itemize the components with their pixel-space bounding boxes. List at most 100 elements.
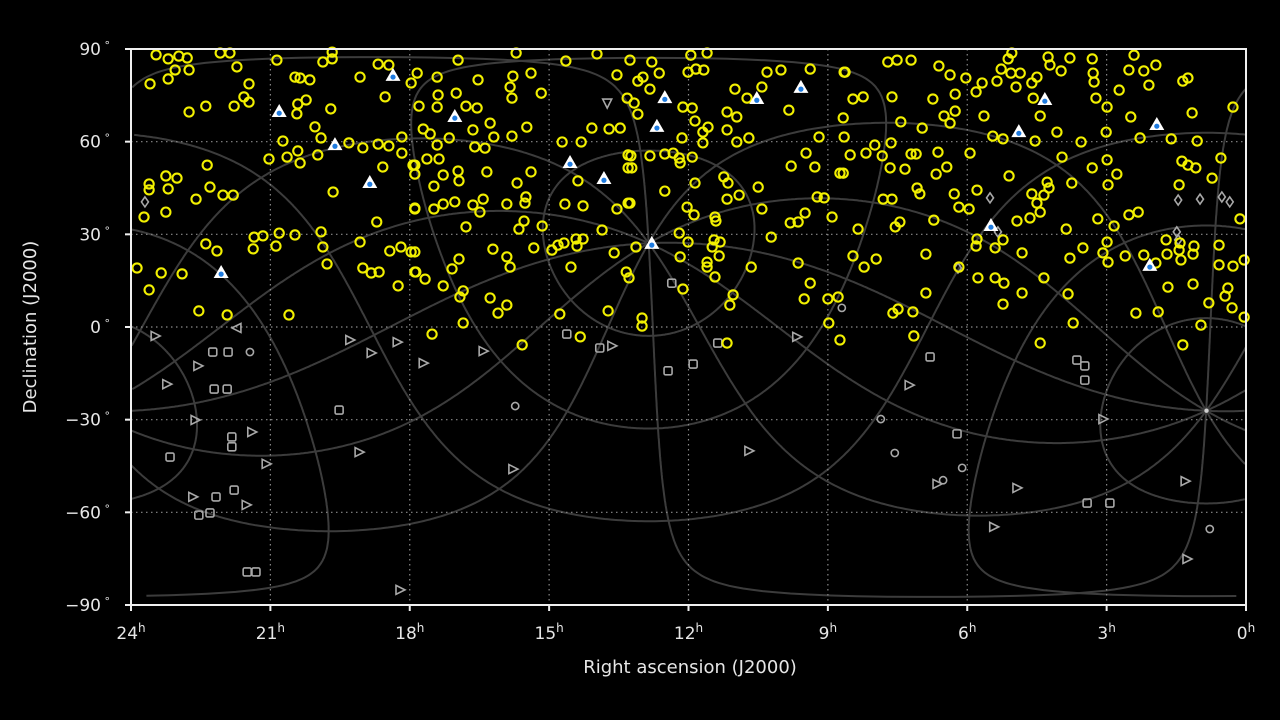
yellow-circle-marker xyxy=(511,177,523,189)
yellow-circle-marker xyxy=(944,117,956,129)
yellow-circle-marker xyxy=(343,137,355,149)
triangle-dot xyxy=(662,96,668,102)
yellow-circle-marker xyxy=(1029,135,1041,147)
yellow-circle-marker xyxy=(870,253,882,265)
yellow-circle-marker xyxy=(884,162,896,174)
yellow-circle-marker xyxy=(424,128,436,140)
yellow-circle-marker xyxy=(1097,247,1109,259)
yellow-circle-marker xyxy=(1213,259,1225,271)
yellow-circle-marker xyxy=(596,224,608,236)
yellow-circle-marker xyxy=(392,280,404,292)
yellow-circle-marker xyxy=(1027,92,1039,104)
yellow-circle-marker xyxy=(1162,281,1174,293)
yellow-circle-marker xyxy=(437,280,449,292)
yellow-circle-marker xyxy=(885,137,897,149)
yellow-circle-marker xyxy=(837,167,849,179)
triangle-shape xyxy=(271,104,287,118)
yellow-circle-marker xyxy=(673,227,685,239)
x-axis-label: Right ascension (J2000) xyxy=(583,657,797,678)
yellow-circle-marker xyxy=(1066,177,1078,189)
x-tick-label: 15h xyxy=(535,621,564,644)
grey-square-marker xyxy=(209,384,219,394)
yellow-circle-marker xyxy=(792,257,804,269)
yellow-circle-marker xyxy=(433,153,445,165)
yellow-circle-marker xyxy=(894,216,906,228)
yellow-circle-marker xyxy=(837,112,849,124)
yellow-circle-marker xyxy=(315,132,327,144)
yellow-circle-marker xyxy=(1190,162,1202,174)
yellow-circle-marker xyxy=(292,145,304,157)
yellow-circle-marker xyxy=(552,239,564,251)
triangle-shape xyxy=(1037,91,1053,105)
yellow-circle-marker xyxy=(970,86,982,98)
yellow-circle-marker xyxy=(372,58,384,70)
yellow-circle-marker xyxy=(729,83,741,95)
yellow-circle-marker xyxy=(419,273,431,285)
yellow-circle-marker xyxy=(327,186,339,198)
yellow-circle-marker xyxy=(620,266,632,278)
yellow-circle-marker xyxy=(131,262,143,274)
yellow-circle-marker xyxy=(1213,239,1225,251)
galactic-meridian-line xyxy=(130,137,1247,411)
yellow-circle-marker xyxy=(971,184,983,196)
grey-triangle-marker xyxy=(1098,413,1110,425)
yellow-circle-marker xyxy=(701,256,713,268)
grey-triangle-marker xyxy=(241,499,254,511)
grey-diamond-marker xyxy=(985,191,995,205)
yellow-circle-marker xyxy=(792,216,804,228)
grey-triangle-marker xyxy=(418,357,431,369)
yellow-circle-marker xyxy=(1031,197,1043,209)
yellow-circle-marker xyxy=(997,298,1009,310)
yellow-circle-marker xyxy=(409,246,421,258)
yellow-circle-marker xyxy=(1034,337,1046,349)
yellow-circle-marker xyxy=(963,203,975,215)
grey-square-marker xyxy=(194,510,204,520)
grey-triangle-marker xyxy=(246,426,259,438)
yellow-circle-marker xyxy=(1130,307,1142,319)
yellow-circle-marker xyxy=(160,170,172,182)
yellow-circle-marker xyxy=(501,198,513,210)
yellow-circle-marker xyxy=(453,175,465,187)
yellow-circle-marker xyxy=(501,299,513,311)
yellow-circle-marker xyxy=(1238,254,1250,266)
galactic-grid-overlay xyxy=(130,56,1247,598)
yellow-circle-marker xyxy=(201,159,213,171)
yellow-circle-marker xyxy=(1041,176,1053,188)
yellow-circle-marker xyxy=(437,169,449,181)
yellow-circle-marker xyxy=(221,309,233,321)
yellow-circle-marker xyxy=(839,66,851,78)
yellow-circle-marker xyxy=(450,87,462,99)
yellow-circle-marker xyxy=(1143,79,1155,91)
yellow-circle-marker xyxy=(377,161,389,173)
yellow-circle-marker xyxy=(1187,248,1199,260)
grey-triangle-marker xyxy=(161,378,174,390)
yellow-circle-marker xyxy=(304,74,316,86)
yellow-circle-marker xyxy=(916,122,928,134)
yellow-circle-marker xyxy=(556,136,568,148)
yellow-circle-marker xyxy=(428,180,440,192)
yellow-circle-marker xyxy=(813,131,825,143)
yellow-circle-marker xyxy=(270,240,282,252)
yellow-circle-marker xyxy=(1191,135,1203,147)
yellow-circle-marker xyxy=(798,293,810,305)
yellow-circle-marker xyxy=(644,83,656,95)
yellow-circle-marker xyxy=(685,49,697,61)
grey-diamond-marker xyxy=(1195,192,1205,206)
yellow-circle-marker xyxy=(1123,209,1135,221)
yellow-circle-marker xyxy=(396,131,408,143)
triangle-dot xyxy=(988,224,994,230)
grey-circle-marker xyxy=(957,463,967,473)
yellow-circle-marker xyxy=(183,106,195,118)
yellow-circle-marker xyxy=(577,200,589,212)
yellow-circle-marker xyxy=(409,202,421,214)
yellow-circle-marker xyxy=(721,337,733,349)
yellow-circle-marker xyxy=(273,227,285,239)
yellow-circle-marker xyxy=(469,141,481,153)
yellow-circle-marker xyxy=(603,123,615,135)
grey-diamond-marker xyxy=(140,195,150,209)
grey-square-marker xyxy=(205,508,215,518)
grey-square-marker xyxy=(222,384,232,394)
blue-triangle-marker xyxy=(644,235,660,249)
triangle-dot xyxy=(1016,130,1022,136)
yellow-circle-marker xyxy=(892,303,904,315)
